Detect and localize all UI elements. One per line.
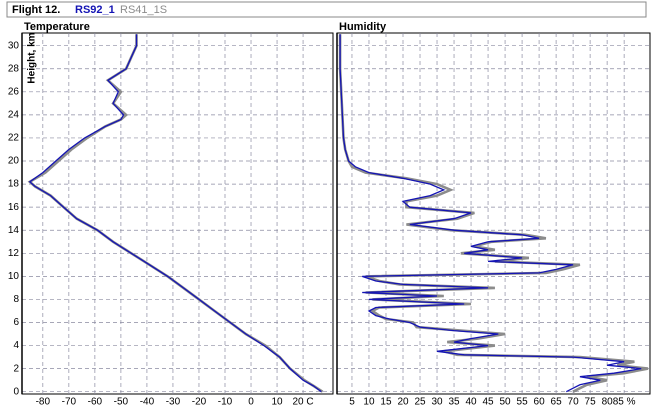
profile-line: [28, 34, 322, 393]
x-tick-label: -70: [62, 397, 77, 408]
x-tick-label: -80: [36, 397, 51, 408]
x-tick-label: 25: [414, 397, 426, 408]
x-tick-label: -30: [166, 397, 181, 408]
x-tick-label: 0: [248, 397, 254, 408]
header-box: [6, 1, 647, 18]
x-tick-label: 35: [448, 397, 460, 408]
panel-title: Temperature: [24, 21, 90, 33]
y-tick-label: 10: [8, 271, 20, 282]
y-tick-label: 22: [8, 133, 20, 144]
x-tick-label: 10: [271, 397, 283, 408]
y-tick-label: 4: [13, 340, 19, 351]
x-tick-label: 45: [482, 397, 494, 408]
y-tick-label: 28: [8, 63, 20, 74]
x-tick-label: 10: [363, 397, 375, 408]
y-tick-label: 18: [8, 179, 20, 190]
x-tick-label: 80: [602, 397, 614, 408]
y-tick-label: 24: [8, 110, 20, 121]
x-tick-label: 70: [568, 397, 580, 408]
profile-line: [339, 34, 642, 393]
y-axis-label: Height, km: [27, 32, 38, 83]
x-tick-label: 55: [517, 397, 529, 408]
y-tick-label: 8: [13, 294, 19, 305]
x-tick-label: -20: [192, 397, 207, 408]
legend-entry: RS41_1S: [120, 4, 167, 16]
y-tick-label: 20: [8, 156, 20, 167]
x-tick-label: 5: [349, 397, 355, 408]
x-tick-label: 15: [380, 397, 392, 408]
x-tick-label: -40: [140, 397, 155, 408]
x-tick-label: 40: [465, 397, 477, 408]
legend-entry: RS92_1: [75, 4, 115, 16]
panel-title: Humidity: [339, 21, 387, 33]
y-tick-label: 0: [13, 386, 19, 397]
plot-frame: [21, 32, 334, 395]
x-tick-label: 75: [585, 397, 597, 408]
x-tick-label: 85 %: [613, 397, 636, 408]
x-tick-label: -60: [88, 397, 103, 408]
x-tick-label: 65: [551, 397, 563, 408]
x-tick-label: -50: [114, 397, 129, 408]
x-tick-label: 50: [500, 397, 512, 408]
x-tick-label: 20 C: [293, 397, 314, 408]
y-tick-label: 26: [8, 86, 20, 97]
x-tick-label: 30: [431, 397, 443, 408]
header-title: Flight 12.: [12, 4, 60, 16]
x-tick-label: 60: [534, 397, 546, 408]
plot-frame: [336, 32, 651, 395]
y-tick-label: 30: [8, 40, 20, 51]
x-tick-label: 20: [397, 397, 409, 408]
x-tick-label: -10: [218, 397, 233, 408]
y-tick-label: 16: [8, 202, 20, 213]
y-tick-label: 6: [13, 317, 19, 328]
y-tick-label: 2: [13, 363, 19, 374]
y-tick-label: 14: [8, 225, 20, 236]
y-tick-label: 12: [8, 248, 20, 259]
